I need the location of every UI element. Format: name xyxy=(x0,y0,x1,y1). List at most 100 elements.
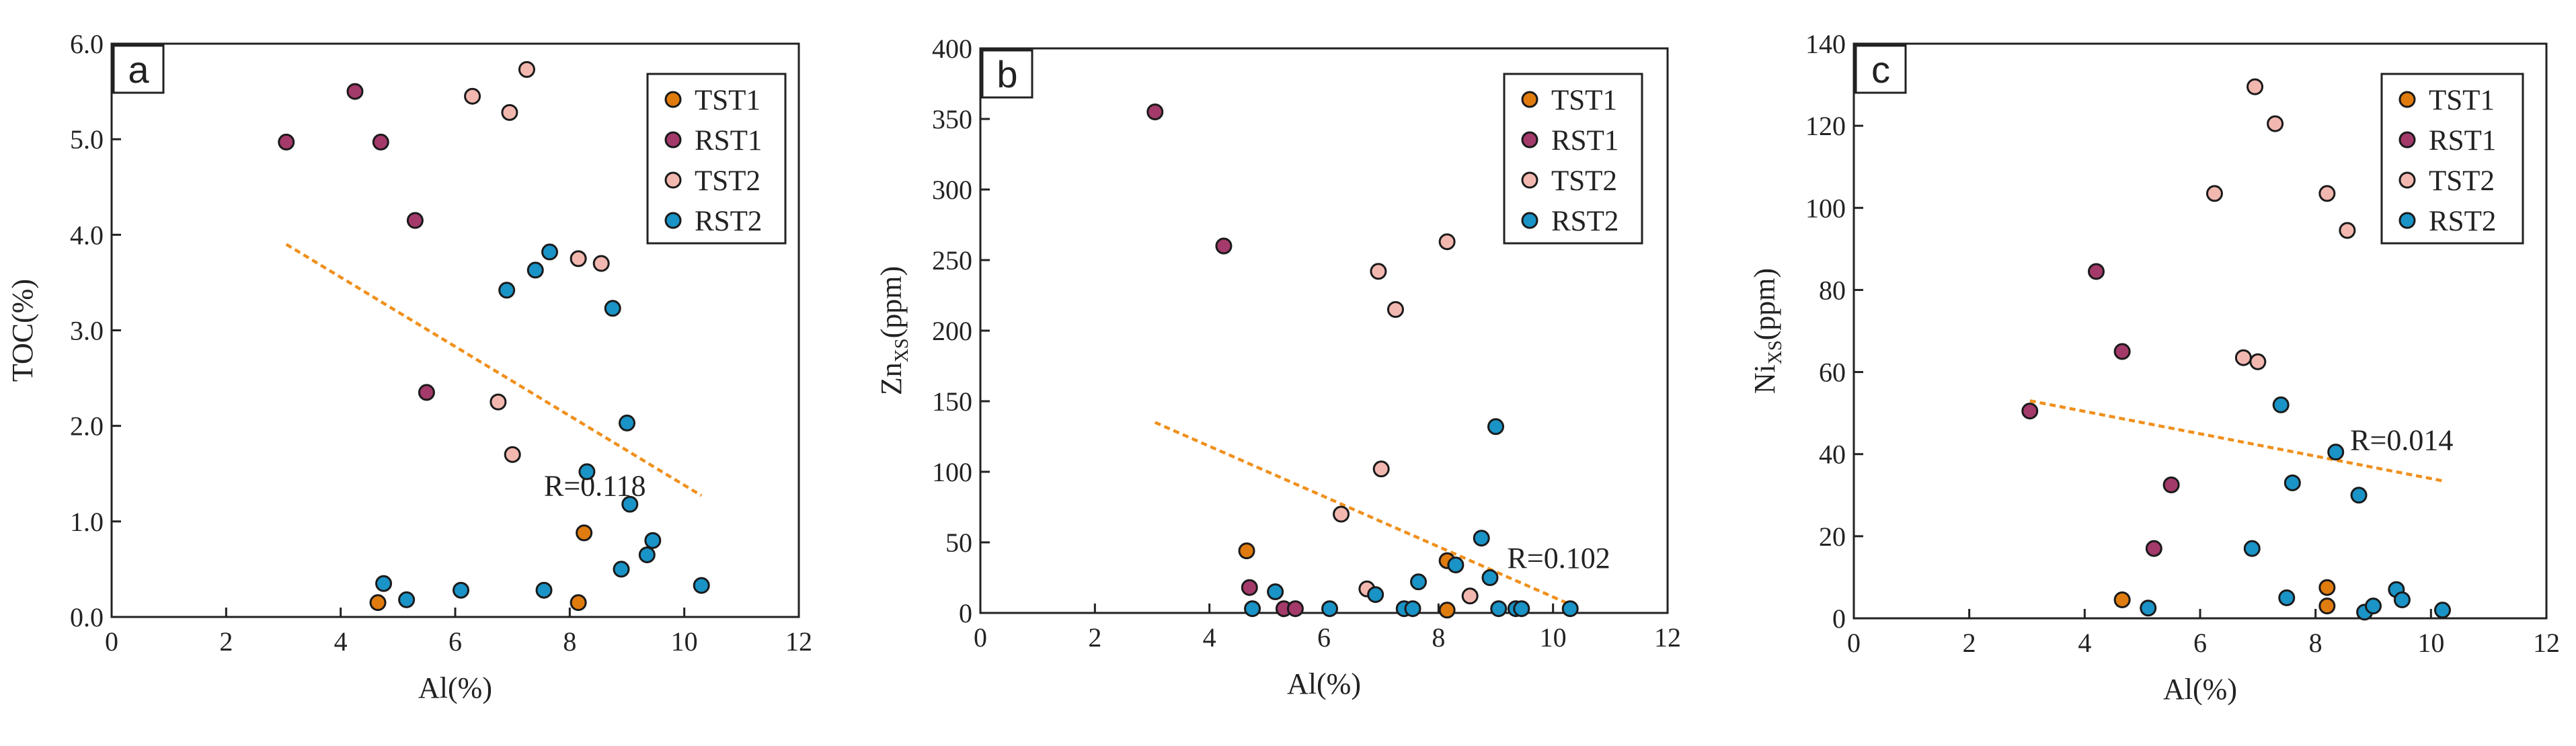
data-point-rst2 xyxy=(2393,591,2411,609)
x-axis-label: Al(%) xyxy=(1287,667,1361,700)
data-point-rst2 xyxy=(1367,586,1384,604)
x-axis-label: Al(%) xyxy=(2163,673,2237,706)
legend-marker-rst2 xyxy=(2398,212,2416,229)
data-point-rst2 xyxy=(1404,600,1421,618)
data-point-tst2 xyxy=(501,103,518,121)
data-point-tst1 xyxy=(570,594,587,612)
legend-marker-rst2 xyxy=(664,212,682,229)
data-point-tst2 xyxy=(2339,222,2356,239)
legend-marker-tst2 xyxy=(2398,171,2416,189)
data-point-rst2 xyxy=(2243,540,2261,557)
data-point-rst1 xyxy=(1286,600,1304,618)
trend-line xyxy=(1154,421,1571,606)
panel-letter: a xyxy=(128,48,149,91)
y-tick-label: 0 xyxy=(1832,604,1846,634)
panel-b: 0 2 4 6 8 10 12 0 50 100 150 200 250 300 350 400 Al(%) Zn… xyxy=(875,34,1681,700)
x-axis-label: Al(%) xyxy=(418,671,492,704)
y-axis-label-main: TOC(%) xyxy=(6,279,39,382)
data-point-rst2 xyxy=(2327,444,2345,461)
data-point-rst2 xyxy=(535,581,553,599)
data-point-rst2 xyxy=(453,581,470,599)
y-axis-label-unit: (ppm) xyxy=(1748,268,1781,341)
x-tick-label: 2 xyxy=(1963,628,1976,658)
data-point-rst2 xyxy=(1410,573,1428,591)
r-value-annotation: R=0.102 xyxy=(1508,542,1610,575)
y-axis-label-main: Zn xyxy=(875,362,908,395)
y-tick-label: 5.0 xyxy=(70,124,104,155)
data-point-rst2 xyxy=(1481,569,1499,586)
x-tick-label: 12 xyxy=(2533,628,2560,658)
y-tick-label: 0.0 xyxy=(70,602,104,632)
x-tick-label: 6 xyxy=(1317,622,1331,653)
x-tick-label: 4 xyxy=(2078,628,2091,658)
data-point-rst1 xyxy=(1146,103,1164,120)
x-tick-label: 4 xyxy=(1203,622,1216,653)
data-point-rst1 xyxy=(372,133,389,151)
y-tick-label: 400 xyxy=(932,34,972,64)
data-point-tst2 xyxy=(1387,301,1404,318)
data-point-tst2 xyxy=(570,250,587,267)
y-tick-label: 120 xyxy=(1805,111,1846,141)
y-tick-label: 300 xyxy=(932,175,972,205)
data-point-tst2 xyxy=(2234,349,2252,366)
y-tick-label: 0 xyxy=(959,598,972,628)
data-point-rst2 xyxy=(1487,418,1504,436)
panel-letter: c xyxy=(1871,48,1890,91)
legend-marker-tst2 xyxy=(1521,171,1538,189)
x-tick-label: 8 xyxy=(2309,628,2323,658)
data-point-rst2 xyxy=(2278,589,2296,606)
data-point-rst2 xyxy=(604,300,621,317)
y-tick-label: 150 xyxy=(932,386,972,417)
legend-label-rst2: RST2 xyxy=(695,206,762,237)
data-point-rst1 xyxy=(1215,237,1233,255)
data-point-rst1 xyxy=(278,133,295,151)
y-tick-label: 80 xyxy=(1819,275,1846,305)
data-point-rst2 xyxy=(1321,600,1339,618)
data-point-rst2 xyxy=(2350,487,2368,504)
data-point-rst2 xyxy=(578,463,596,481)
data-point-rst1 xyxy=(2162,476,2180,494)
y-tick-label: 4.0 xyxy=(70,220,104,250)
x-tick-label: 6 xyxy=(448,626,462,657)
data-point-rst2 xyxy=(1244,600,1261,618)
data-point-rst2 xyxy=(621,495,639,513)
data-point-tst2 xyxy=(1461,587,1479,605)
x-tick-label: 0 xyxy=(1847,628,1861,658)
legend-label-tst1: TST1 xyxy=(1551,85,1617,116)
data-point-tst2 xyxy=(1372,460,1390,478)
legend-label-tst1: TST1 xyxy=(2429,85,2495,116)
data-point-rst2 xyxy=(2365,597,2382,615)
data-point-rst2 xyxy=(2434,602,2451,619)
x-tick-label: 10 xyxy=(1540,622,1567,653)
y-tick-label: 140 xyxy=(1805,29,1846,59)
data-point-rst2 xyxy=(498,282,516,299)
data-point-rst2 xyxy=(638,546,656,564)
legend-label-rst2: RST2 xyxy=(2429,206,2496,237)
data-point-rst2 xyxy=(1267,583,1284,600)
y-axis-label: ZnXS(ppm) xyxy=(875,266,912,395)
data-point-rst2 xyxy=(398,591,416,608)
data-point-tst1 xyxy=(576,524,593,542)
y-tick-label: 60 xyxy=(1819,358,1846,388)
data-point-rst2 xyxy=(1447,556,1465,574)
data-point-tst2 xyxy=(1333,505,1350,523)
data-point-tst2 xyxy=(490,393,507,411)
legend-marker-tst1 xyxy=(1521,91,1538,108)
x-tick-label: 10 xyxy=(671,626,698,657)
data-point-rst2 xyxy=(1473,530,1490,547)
x-tick-label: 8 xyxy=(563,626,576,657)
data-point-rst1 xyxy=(418,384,435,401)
legend-label-tst1: TST1 xyxy=(695,85,760,116)
legend-marker-tst1 xyxy=(2398,91,2416,108)
trend-line xyxy=(285,243,703,497)
data-point-rst2 xyxy=(1490,600,1508,618)
x-tick-label: 10 xyxy=(2417,628,2444,658)
data-point-tst1 xyxy=(1238,542,1255,560)
data-point-tst2 xyxy=(2247,78,2264,95)
data-point-rst2 xyxy=(2272,396,2290,413)
data-point-tst2 xyxy=(1438,233,1456,251)
data-point-rst2 xyxy=(541,243,559,261)
data-point-rst2 xyxy=(2284,474,2301,491)
y-tick-label: 20 xyxy=(1819,522,1846,552)
legend-label-rst1: RST1 xyxy=(2429,125,2496,157)
